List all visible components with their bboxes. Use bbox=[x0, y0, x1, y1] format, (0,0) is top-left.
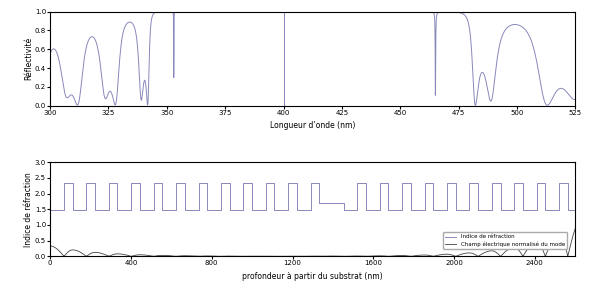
Y-axis label: Réflectivité: Réflectivité bbox=[24, 37, 34, 80]
X-axis label: profondeur à partir du substrat (nm): profondeur à partir du substrat (nm) bbox=[242, 272, 383, 281]
X-axis label: Longueur d’onde (nm): Longueur d’onde (nm) bbox=[270, 122, 355, 130]
Legend: Indice de réfraction, Champ électrique normalisé du mode: Indice de réfraction, Champ électrique n… bbox=[443, 232, 567, 249]
Y-axis label: Indice de réfraction: Indice de réfraction bbox=[24, 172, 34, 247]
